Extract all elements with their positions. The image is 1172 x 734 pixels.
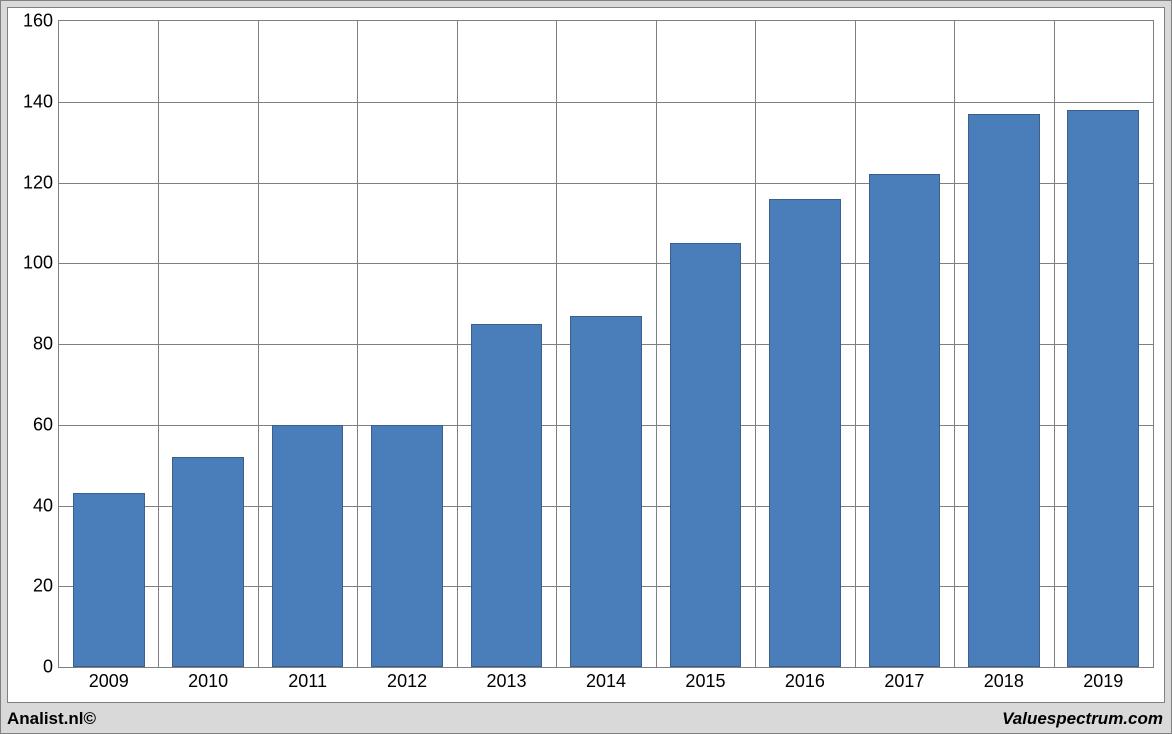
y-axis-tick-label: 120 xyxy=(23,172,59,193)
gridline-vertical xyxy=(656,21,657,667)
gridline-vertical xyxy=(258,21,259,667)
y-axis-tick-label: 40 xyxy=(33,495,59,516)
gridline-vertical xyxy=(855,21,856,667)
x-axis-tick-label: 2018 xyxy=(984,667,1024,692)
gridline-horizontal xyxy=(59,102,1153,103)
gridline-vertical xyxy=(1054,21,1055,667)
gridline-vertical xyxy=(954,21,955,667)
x-axis-tick-label: 2019 xyxy=(1083,667,1123,692)
gridline-vertical xyxy=(158,21,159,667)
x-axis-tick-label: 2013 xyxy=(487,667,527,692)
y-axis-tick-label: 60 xyxy=(33,414,59,435)
x-axis-tick-label: 2015 xyxy=(685,667,725,692)
gridline-vertical xyxy=(755,21,756,667)
footer-right-credit: Valuespectrum.com xyxy=(1002,709,1163,729)
bar xyxy=(968,114,1040,667)
bar xyxy=(1067,110,1139,667)
chart-outer-frame: 0 20 40 60 80 100 120 140 160 2009 2010 2011 2012 201… xyxy=(0,0,1172,734)
bar xyxy=(172,457,244,667)
bar xyxy=(371,425,443,667)
y-axis-tick-label: 0 xyxy=(43,657,59,678)
x-axis-tick-label: 2009 xyxy=(89,667,129,692)
bar xyxy=(769,199,841,667)
x-axis-tick-label: 2011 xyxy=(288,667,327,692)
footer-left-credit: Analist.nl© xyxy=(7,709,96,729)
bar xyxy=(471,324,543,667)
x-axis-tick-label: 2012 xyxy=(387,667,427,692)
plot-area: 0204060801001201401602009201020112012201… xyxy=(58,20,1154,668)
y-axis-tick-label: 20 xyxy=(33,576,59,597)
gridline-vertical xyxy=(357,21,358,667)
bar xyxy=(73,493,145,667)
x-axis-tick-label: 2017 xyxy=(884,667,924,692)
y-axis-tick-label: 100 xyxy=(23,253,59,274)
x-axis-tick-label: 2010 xyxy=(188,667,228,692)
y-axis-tick-label: 80 xyxy=(33,334,59,355)
chart-inner-panel: 0 20 40 60 80 100 120 140 160 2009 2010 2011 2012 201… xyxy=(7,7,1165,703)
bar xyxy=(670,243,742,667)
x-axis-tick-label: 2016 xyxy=(785,667,825,692)
gridline-vertical xyxy=(457,21,458,667)
gridline-vertical xyxy=(556,21,557,667)
y-axis-tick-label: 140 xyxy=(23,91,59,112)
bar xyxy=(272,425,344,667)
x-axis-tick-label: 2014 xyxy=(586,667,626,692)
bar xyxy=(869,174,941,667)
bar xyxy=(570,316,642,667)
y-axis-tick-label: 160 xyxy=(23,11,59,32)
